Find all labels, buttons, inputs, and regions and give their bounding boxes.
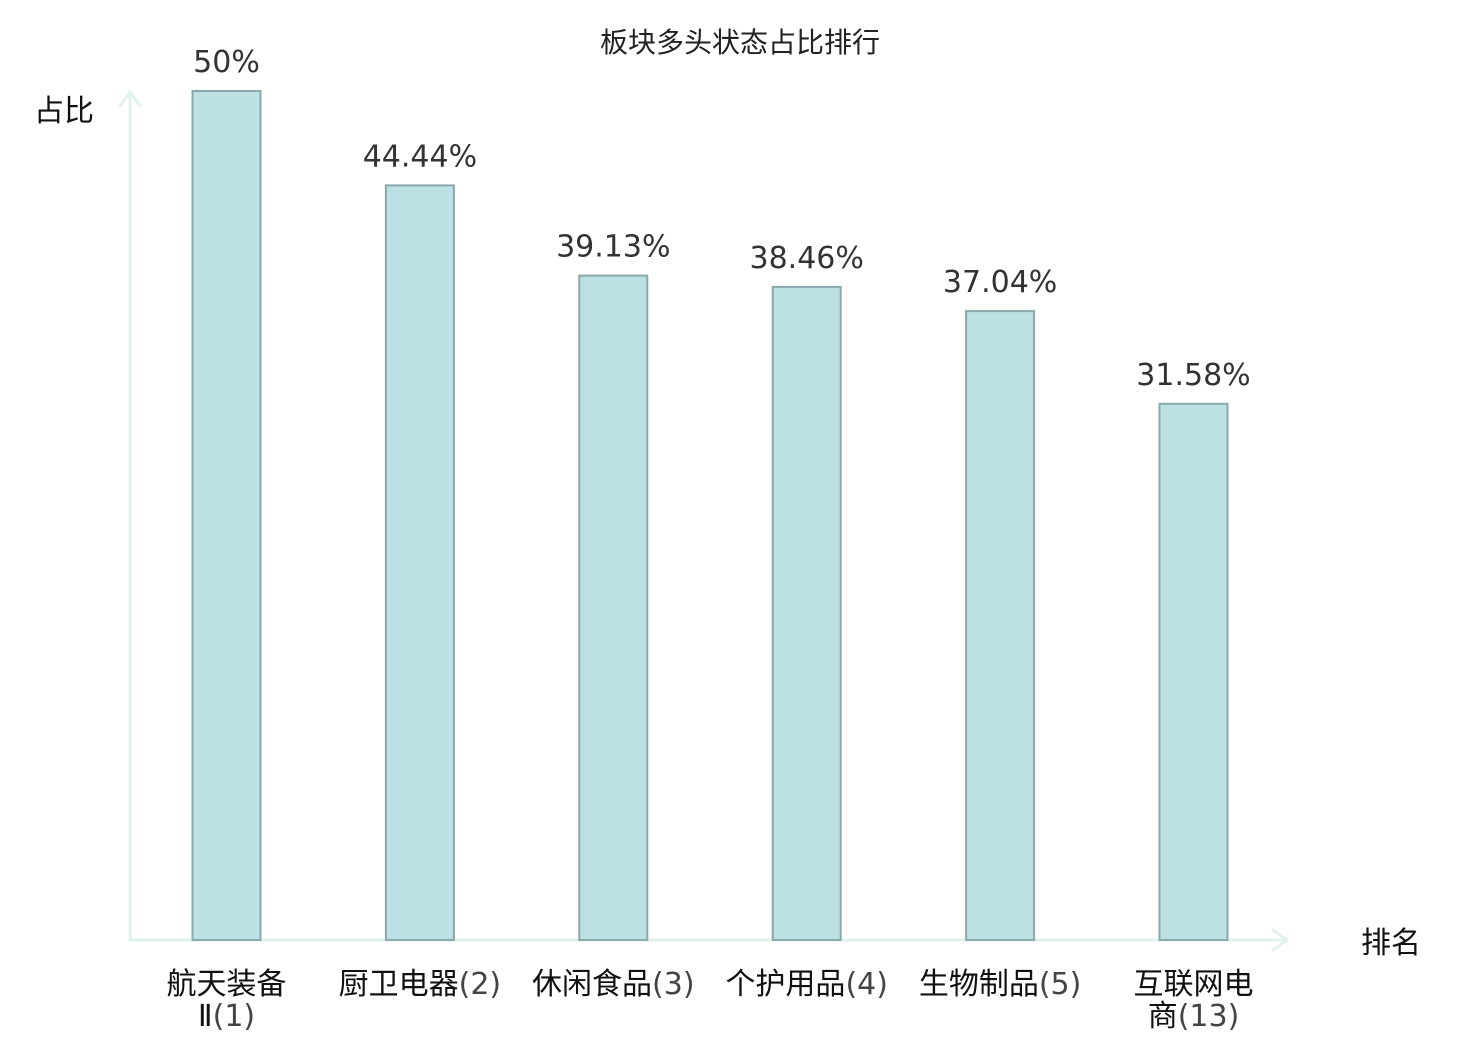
- y-axis-title: 占比: [34, 94, 94, 129]
- value-label-6: 31.58%: [1136, 358, 1250, 393]
- chart-title: 板块多头状态占比排行: [600, 26, 880, 59]
- value-label-2: 44.44%: [363, 139, 477, 174]
- x-axis: 排名: [128, 926, 1421, 961]
- bar-2: [384, 184, 455, 941]
- category-label-5: 生物制品(5): [919, 967, 1082, 1002]
- category-rank-line: 个护用品(4): [725, 967, 888, 1002]
- category-name: Ⅱ: [198, 999, 213, 1034]
- category-rank: (2): [459, 967, 502, 1002]
- x-axis-title: 排名: [1361, 926, 1421, 961]
- category-name: 厨卫电器: [339, 967, 459, 1002]
- y-axis: 占比: [34, 90, 142, 942]
- category-rank: (1): [213, 999, 256, 1034]
- category-name-line: 互联网电: [1134, 967, 1254, 1002]
- bar-3: [578, 274, 649, 942]
- category-rank: (4): [845, 967, 888, 1002]
- y-axis-arrow: [118, 90, 142, 108]
- category-name: 生物制品: [919, 967, 1039, 1002]
- x-axis-arrow: [1271, 928, 1289, 952]
- category-rank-line: 休闲食品(3): [532, 967, 695, 1002]
- value-label-5: 37.04%: [943, 265, 1057, 300]
- value-labels-group: 50% 44.44% 39.13% 38.46% 37.04% 31.58%: [193, 45, 1251, 393]
- bar-1: [191, 90, 262, 941]
- value-label-3: 39.13%: [556, 230, 670, 265]
- bar-5: [965, 310, 1036, 942]
- category-rank-line: 厨卫电器(2): [339, 967, 502, 1002]
- bars-group: [191, 90, 1229, 942]
- category-name: 商: [1148, 999, 1178, 1034]
- category-name: 休闲食品: [532, 967, 652, 1002]
- category-label-2: 厨卫电器(2): [339, 967, 502, 1002]
- bar-4: [771, 285, 842, 941]
- category-label-4: 个护用品(4): [725, 967, 888, 1002]
- category-label-3: 休闲食品(3): [532, 967, 695, 1002]
- category-name: 个护用品: [725, 967, 845, 1002]
- category-rank-line: Ⅱ(1): [198, 999, 255, 1034]
- category-rank: (5): [1039, 967, 1082, 1002]
- category-rank-line: 生物制品(5): [919, 967, 1082, 1002]
- category-rank: (3): [652, 967, 695, 1002]
- category-rank: (13): [1178, 999, 1240, 1034]
- value-label-4: 38.46%: [750, 241, 864, 276]
- bar-6: [1158, 402, 1229, 941]
- category-rank-line: 商(13): [1148, 999, 1240, 1034]
- value-label-1: 50%: [193, 45, 260, 80]
- category-name-line: 航天装备: [167, 967, 287, 1002]
